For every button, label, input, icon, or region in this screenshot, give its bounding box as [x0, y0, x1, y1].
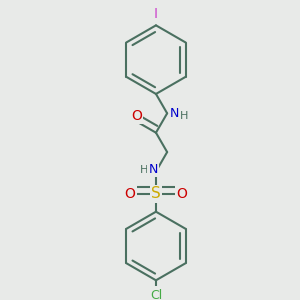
- Text: O: O: [176, 187, 188, 201]
- Text: O: O: [131, 109, 142, 122]
- Text: I: I: [154, 7, 158, 21]
- Text: O: O: [124, 187, 136, 201]
- Text: N: N: [170, 107, 179, 120]
- Text: H: H: [140, 165, 148, 175]
- Text: N: N: [148, 164, 158, 176]
- Text: H: H: [180, 111, 189, 121]
- Text: S: S: [151, 186, 161, 201]
- Text: Cl: Cl: [150, 289, 162, 300]
